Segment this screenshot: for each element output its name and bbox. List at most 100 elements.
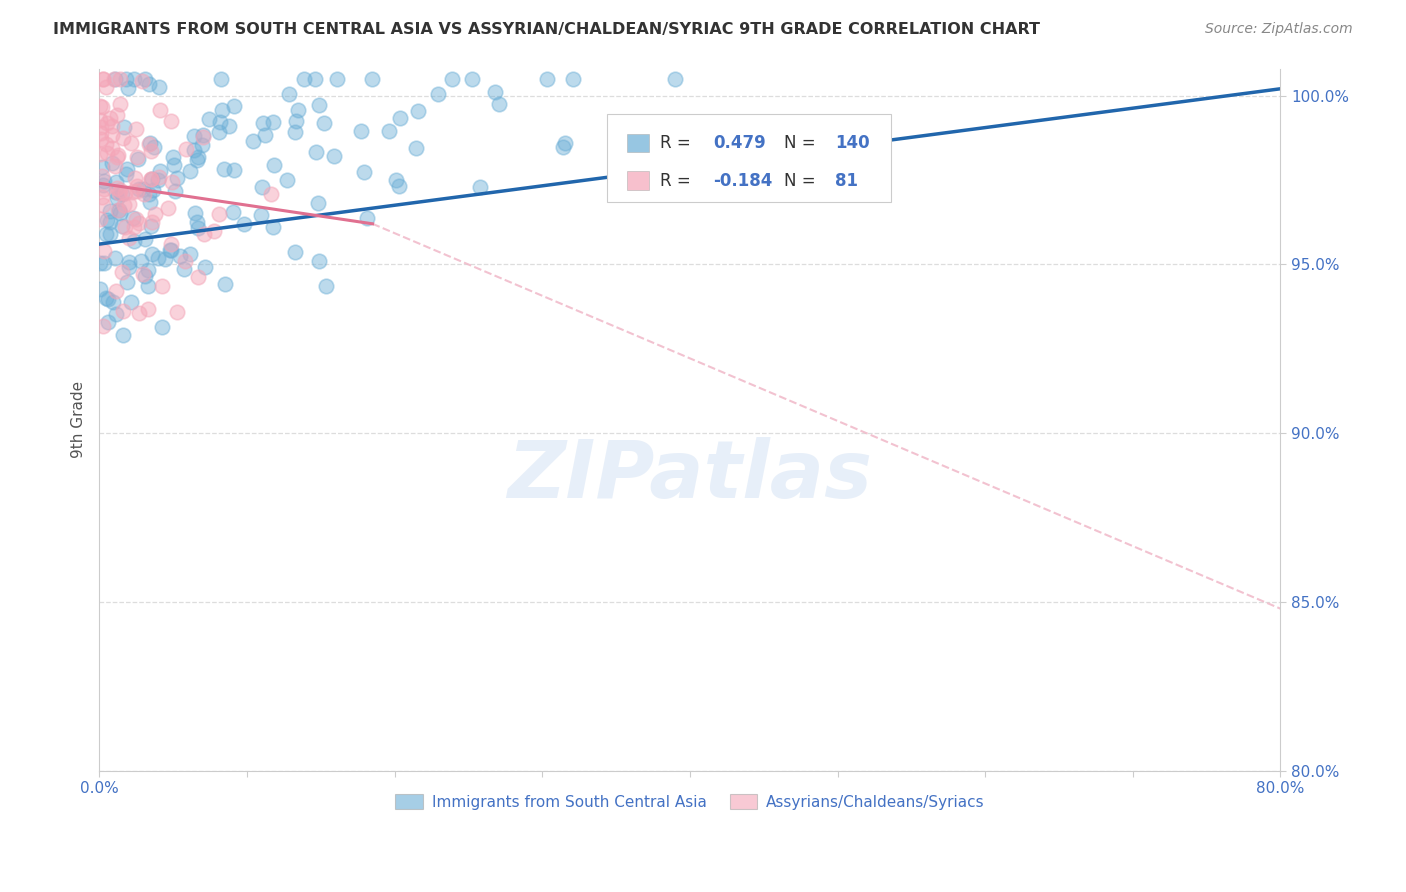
- Point: [389, 111, 412, 125]
- Point: [105, 175, 128, 189]
- Point: [100, 128, 122, 143]
- Point: [304, 71, 326, 86]
- Point: [97, 315, 120, 329]
- Point: [136, 279, 159, 293]
- Point: [128, 306, 150, 320]
- Point: [356, 211, 378, 225]
- Point: [122, 235, 145, 249]
- Point: [111, 219, 134, 233]
- Point: [139, 172, 162, 186]
- Point: [260, 187, 283, 202]
- Point: [108, 71, 131, 86]
- Point: [141, 215, 163, 229]
- Point: [208, 125, 231, 139]
- Point: [89, 99, 111, 113]
- Point: [174, 254, 197, 268]
- Point: [138, 77, 160, 91]
- Point: [115, 71, 138, 86]
- Point: [104, 307, 127, 321]
- Point: [115, 162, 138, 177]
- Point: [193, 128, 215, 143]
- Point: [136, 263, 159, 277]
- Point: [115, 275, 138, 289]
- Point: [307, 196, 329, 211]
- Point: [179, 163, 201, 178]
- Point: [91, 198, 114, 212]
- Point: [166, 305, 188, 319]
- Text: 140: 140: [835, 134, 870, 153]
- Point: [187, 151, 209, 165]
- Point: [142, 183, 165, 197]
- Point: [100, 119, 122, 133]
- Point: [146, 173, 169, 187]
- Point: [179, 247, 201, 261]
- Point: [98, 214, 121, 228]
- Point: [90, 126, 112, 140]
- Point: [89, 113, 111, 128]
- Point: [186, 215, 208, 229]
- Point: [134, 71, 156, 86]
- Point: [105, 185, 128, 199]
- Point: [208, 207, 231, 221]
- Text: R =: R =: [661, 171, 696, 190]
- Point: [100, 155, 122, 169]
- Point: [141, 172, 163, 186]
- Point: [91, 100, 114, 114]
- Point: [166, 170, 188, 185]
- Point: [441, 71, 464, 86]
- Point: [105, 192, 128, 206]
- Y-axis label: 9th Grade: 9th Grade: [72, 381, 86, 458]
- Point: [134, 232, 156, 246]
- Point: [285, 114, 308, 128]
- Legend: Immigrants from South Central Asia, Assyrians/Chaldeans/Syriacs: Immigrants from South Central Asia, Assy…: [389, 788, 991, 815]
- Point: [128, 182, 150, 196]
- Point: [93, 174, 115, 188]
- Point: [134, 268, 156, 283]
- Point: [93, 71, 115, 86]
- Text: 0.479: 0.479: [713, 134, 766, 153]
- Point: [664, 71, 686, 86]
- Point: [104, 71, 127, 86]
- Point: [408, 104, 430, 119]
- Point: [97, 292, 120, 306]
- Point: [103, 71, 125, 86]
- Point: [112, 131, 135, 145]
- Text: Source: ZipAtlas.com: Source: ZipAtlas.com: [1205, 22, 1353, 37]
- Point: [153, 252, 176, 266]
- Point: [211, 103, 233, 117]
- Point: [162, 150, 184, 164]
- Point: [183, 129, 205, 144]
- Point: [94, 79, 117, 94]
- Point: [149, 103, 172, 118]
- Point: [90, 120, 112, 134]
- Point: [132, 182, 155, 196]
- Point: [118, 260, 141, 274]
- Point: [252, 116, 274, 130]
- Point: [193, 130, 215, 145]
- Point: [96, 212, 118, 227]
- Point: [232, 217, 254, 231]
- Point: [107, 150, 129, 164]
- Point: [93, 318, 115, 333]
- Point: [187, 269, 209, 284]
- Point: [209, 114, 232, 128]
- Point: [105, 181, 128, 195]
- Point: [118, 255, 141, 269]
- Point: [249, 208, 271, 222]
- Point: [118, 197, 141, 211]
- Point: [353, 164, 375, 178]
- Point: [148, 80, 170, 95]
- Point: [100, 141, 122, 155]
- Point: [388, 178, 411, 193]
- Point: [427, 87, 450, 101]
- Point: [326, 71, 349, 86]
- Point: [242, 134, 264, 148]
- Point: [131, 74, 153, 88]
- Bar: [627, 134, 648, 153]
- Point: [127, 153, 149, 167]
- Point: [378, 124, 401, 138]
- Point: [173, 262, 195, 277]
- Point: [122, 71, 145, 86]
- Point: [111, 186, 134, 201]
- Point: [139, 144, 162, 158]
